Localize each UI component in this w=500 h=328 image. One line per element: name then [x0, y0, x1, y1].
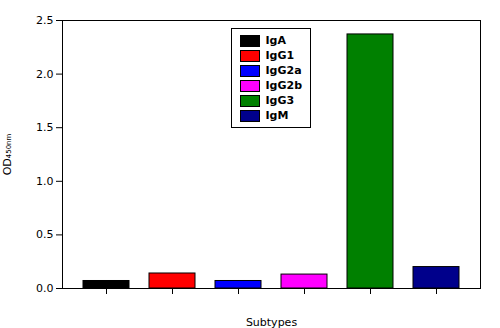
svg-text:2.0: 2.0: [36, 68, 54, 81]
svg-text:2.5: 2.5: [36, 14, 54, 27]
svg-text:Subtypes: Subtypes: [246, 316, 298, 328]
html-text:IgG1: IgG1: [265, 49, 295, 62]
html-text:IgG3: IgG3: [265, 94, 295, 107]
html-text:IgG2a: IgG2a: [265, 64, 302, 77]
html-text:IgG2b: IgG2b: [265, 79, 302, 92]
html-text:IgM: IgM: [265, 109, 289, 122]
svg-text:0.5: 0.5: [36, 228, 54, 241]
svg-text:1.0: 1.0: [36, 175, 54, 188]
svg-text:OD₄₅₀ₙₘ: OD₄₅₀ₙₘ: [1, 134, 14, 176]
html-text:IgA: IgA: [265, 34, 286, 47]
svg-text:1.5: 1.5: [36, 121, 54, 134]
svg-text:0.0: 0.0: [36, 282, 54, 295]
